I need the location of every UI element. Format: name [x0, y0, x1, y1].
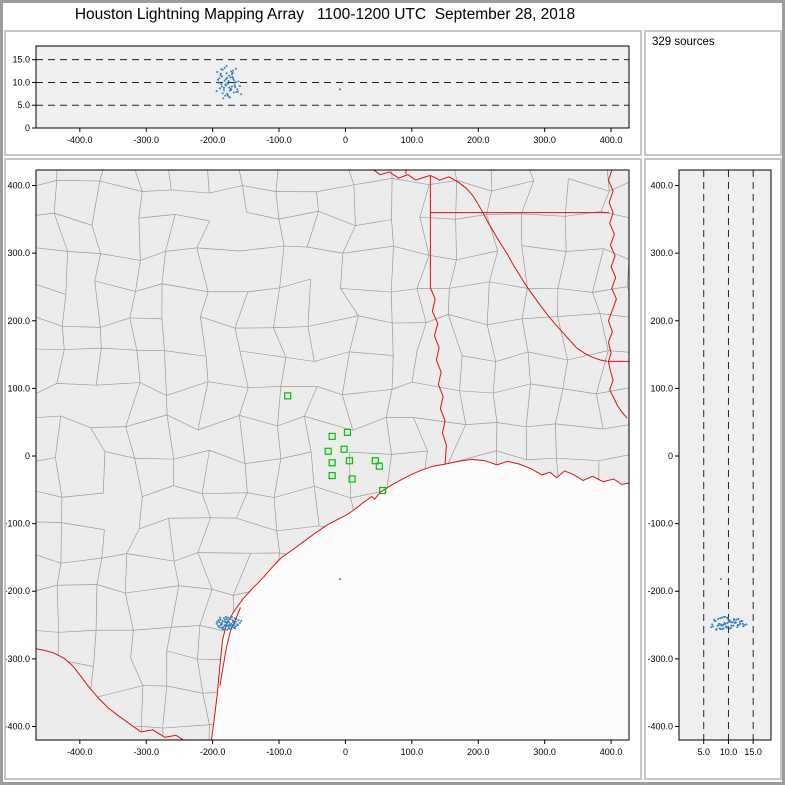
svg-text:10.0: 10.0: [12, 77, 30, 87]
svg-text:200.0: 200.0: [467, 747, 490, 757]
svg-text:-400.0: -400.0: [67, 747, 93, 757]
svg-text:100.0: 100.0: [401, 135, 424, 145]
plan-view-panel: -400.0 -300.0 -200.0 -100.0 0 100.0 200.0 300.0…: [4, 158, 642, 780]
svg-text:-300.0: -300.0: [647, 654, 673, 664]
sources-count-label: 329 sources: [652, 36, 715, 48]
svg-text:300.0: 300.0: [650, 248, 673, 258]
svg-text:10.0: 10.0: [720, 747, 738, 757]
altitude-ns-panel: 5.0 10.0 15.0 400.0 300.0 200.0 100.0 0 -100.0 -2…: [644, 158, 782, 780]
svg-text:200.0: 200.0: [650, 316, 673, 326]
svg-text:-200.0: -200.0: [200, 135, 226, 145]
altitude-ew-panel: -400.0 -300.0 -200.0 -100.0 0 100.0 200.0 300.0…: [4, 30, 642, 156]
svg-text:0: 0: [25, 123, 30, 133]
altitude-ns-plot[interactable]: 5.0 10.0 15.0 400.0 300.0 200.0 100.0 0 -100.0 -2…: [646, 160, 780, 778]
svg-text:5.0: 5.0: [17, 100, 30, 110]
svg-text:300.0: 300.0: [533, 135, 556, 145]
svg-text:-300.0: -300.0: [133, 747, 159, 757]
svg-text:200.0: 200.0: [7, 316, 30, 326]
window-title: Houston Lightning Mapping Array 1100-120…: [74, 6, 576, 23]
svg-text:0: 0: [25, 451, 30, 461]
svg-text:0: 0: [668, 451, 673, 461]
svg-text:15.0: 15.0: [744, 747, 762, 757]
svg-text:0: 0: [343, 135, 348, 145]
svg-text:-300.0: -300.0: [133, 135, 159, 145]
svg-text:-100.0: -100.0: [6, 519, 30, 529]
svg-text:300.0: 300.0: [7, 248, 30, 258]
svg-text:300.0: 300.0: [533, 747, 556, 757]
svg-text:-100.0: -100.0: [266, 747, 292, 757]
plan-view-map-plot[interactable]: -400.0 -300.0 -200.0 -100.0 0 100.0 200.0 300.0…: [6, 160, 640, 778]
svg-text:400.0: 400.0: [650, 181, 673, 191]
svg-text:100.0: 100.0: [401, 747, 424, 757]
svg-text:-200.0: -200.0: [6, 586, 30, 596]
svg-text:200.0: 200.0: [467, 135, 490, 145]
sources-count-panel: 329 sources: [644, 30, 782, 156]
svg-text:400.0: 400.0: [600, 747, 623, 757]
svg-text:100.0: 100.0: [650, 383, 673, 393]
svg-text:5.0: 5.0: [697, 747, 710, 757]
altitude-ew-plot[interactable]: -400.0 -300.0 -200.0 -100.0 0 100.0 200.0 300.0…: [6, 32, 640, 154]
svg-text:-300.0: -300.0: [6, 654, 30, 664]
svg-text:-200.0: -200.0: [647, 586, 673, 596]
svg-text:-400.0: -400.0: [647, 721, 673, 731]
svg-text:0: 0: [343, 747, 348, 757]
svg-text:-100.0: -100.0: [647, 519, 673, 529]
svg-text:400.0: 400.0: [7, 181, 30, 191]
svg-text:-100.0: -100.0: [266, 135, 292, 145]
svg-text:-400.0: -400.0: [67, 135, 93, 145]
svg-text:-400.0: -400.0: [6, 721, 30, 731]
svg-text:100.0: 100.0: [7, 383, 30, 393]
svg-text:-200.0: -200.0: [200, 747, 226, 757]
svg-text:15.0: 15.0: [12, 55, 30, 65]
svg-text:400.0: 400.0: [600, 135, 623, 145]
